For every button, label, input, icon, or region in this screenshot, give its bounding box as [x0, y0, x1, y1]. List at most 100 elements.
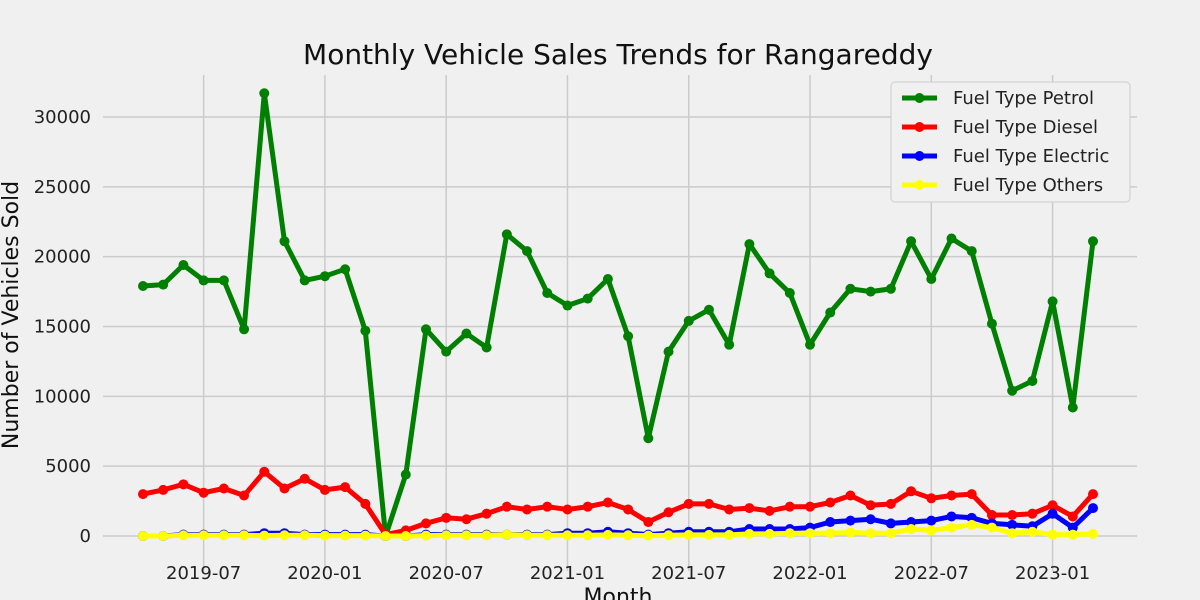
- data-point: [158, 279, 169, 290]
- data-point: [239, 490, 250, 501]
- y-tick-label: 25000: [34, 177, 91, 198]
- data-point: [845, 527, 856, 538]
- data-point: [138, 280, 148, 291]
- data-point: [602, 529, 613, 540]
- data-point: [906, 236, 917, 247]
- legend-marker: [914, 180, 925, 190]
- data-point: [522, 504, 533, 515]
- data-point: [926, 515, 937, 526]
- data-point: [986, 510, 997, 521]
- legend-label: Fuel Type Petrol: [953, 88, 1094, 109]
- series-group: [138, 88, 1098, 541]
- data-point: [441, 346, 452, 357]
- data-point: [602, 274, 613, 285]
- legend-item: Fuel Type Others: [902, 175, 1103, 196]
- data-point: [885, 528, 896, 539]
- data-point: [724, 529, 735, 540]
- data-point: [461, 514, 472, 525]
- data-point: [198, 530, 209, 541]
- y-tick-label: 0: [80, 526, 91, 547]
- data-point: [319, 530, 330, 541]
- legend-label: Fuel Type Others: [953, 175, 1103, 196]
- data-point: [946, 233, 957, 244]
- data-point: [724, 504, 735, 515]
- data-point: [885, 518, 896, 529]
- data-point: [178, 260, 189, 271]
- data-point: [885, 283, 896, 294]
- data-point: [966, 512, 977, 523]
- legend-label: Fuel Type Electric: [953, 146, 1109, 167]
- data-point: [1067, 402, 1078, 413]
- y-tick-label: 10000: [34, 386, 91, 407]
- legend-label: Fuel Type Diesel: [953, 117, 1098, 138]
- legend-item: Fuel Type Diesel: [902, 117, 1098, 138]
- data-point: [1027, 508, 1038, 519]
- data-point: [986, 318, 997, 329]
- data-point: [1007, 528, 1018, 539]
- data-point: [683, 315, 694, 326]
- data-point: [1007, 385, 1018, 396]
- data-point: [683, 529, 694, 540]
- x-tick-label: 2022-01: [772, 563, 847, 584]
- data-point: [1088, 503, 1098, 514]
- data-point: [865, 500, 876, 511]
- data-point: [825, 307, 836, 318]
- data-point: [461, 530, 472, 541]
- data-point: [764, 528, 775, 539]
- data-point: [481, 508, 492, 519]
- legend: Fuel Type Petrol Fuel Type Diesel Fuel Typ…: [890, 81, 1131, 203]
- data-point: [259, 88, 270, 99]
- data-point: [623, 331, 634, 342]
- legend-marker: [914, 93, 925, 103]
- data-point: [340, 482, 351, 493]
- data-point: [360, 498, 371, 509]
- data-point: [966, 489, 977, 500]
- legend-marker: [914, 122, 925, 132]
- data-point: [239, 324, 250, 335]
- data-point: [926, 274, 937, 285]
- data-point: [198, 275, 209, 286]
- data-point: [218, 275, 229, 286]
- data-point: [1067, 522, 1078, 533]
- chart-title: Monthly Vehicle Sales Trends for Rangare…: [303, 38, 933, 71]
- data-point: [562, 300, 573, 311]
- data-point: [138, 531, 148, 541]
- data-point: [542, 530, 553, 541]
- data-point: [279, 236, 290, 247]
- data-point: [178, 530, 189, 541]
- data-point: [299, 473, 310, 484]
- data-point: [501, 229, 512, 240]
- data-point: [663, 507, 674, 518]
- data-point: [562, 504, 573, 515]
- data-point: [279, 483, 290, 494]
- data-point: [906, 486, 917, 497]
- data-point: [946, 490, 957, 501]
- data-point: [865, 286, 876, 297]
- data-point: [1047, 529, 1058, 540]
- data-point: [501, 529, 512, 540]
- series-fuel-type-others: [138, 519, 1098, 541]
- data-point: [703, 529, 714, 540]
- data-point: [542, 287, 553, 298]
- data-point: [400, 531, 411, 541]
- data-point: [239, 530, 250, 541]
- data-point: [178, 479, 189, 490]
- data-point: [1047, 500, 1058, 511]
- data-point: [906, 517, 917, 528]
- data-point: [784, 528, 795, 539]
- data-point: [623, 530, 634, 541]
- data-point: [299, 530, 310, 541]
- data-point: [784, 287, 795, 298]
- data-point: [279, 530, 290, 541]
- data-point: [582, 530, 593, 541]
- tick-labels: 0 5000 10000 15000 20000 25000 30000 2019-07 202…: [34, 107, 1090, 584]
- data-point: [643, 433, 654, 444]
- data-point: [946, 511, 957, 522]
- data-point: [724, 339, 735, 350]
- data-point: [643, 530, 654, 541]
- x-axis-label: Month: [584, 585, 653, 600]
- x-tick-label: 2023-01: [1015, 563, 1090, 584]
- data-point: [542, 501, 553, 512]
